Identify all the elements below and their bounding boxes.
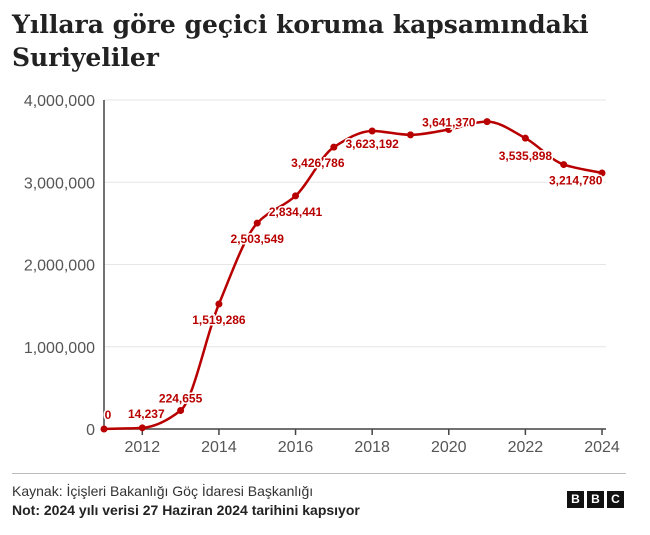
series-line xyxy=(103,120,603,431)
data-point xyxy=(598,169,606,177)
x-tick-label: 2012 xyxy=(125,439,161,456)
data-label: 3,623,192 xyxy=(345,137,399,151)
y-tick-label: 4,000,000 xyxy=(24,93,95,110)
data-point xyxy=(253,219,261,227)
x-tick-label: 2018 xyxy=(354,439,390,456)
x-tick-label: 2014 xyxy=(201,439,237,456)
data-point xyxy=(368,127,376,135)
data-label: 224,655 xyxy=(159,392,203,406)
data-point xyxy=(292,192,300,200)
line-chart: 0 1,000,000 2,000,000 3,000,000 4,000,000 201… xyxy=(24,93,620,456)
data-label: 3,535,898 xyxy=(499,149,553,163)
logo-letter: B xyxy=(567,491,584,508)
data-point xyxy=(406,131,414,139)
data-label: 3,214,780 xyxy=(549,174,603,188)
data-label: 3,641,370 xyxy=(422,115,476,129)
y-tick-label: 1,000,000 xyxy=(24,340,95,357)
data-point xyxy=(445,125,453,133)
y-tick-label: 2,000,000 xyxy=(24,258,95,275)
logo-letter: C xyxy=(607,491,624,508)
data-label: 3,426,786 xyxy=(291,156,345,170)
x-tick-label: 2020 xyxy=(431,439,467,456)
data-label: 14,237 xyxy=(128,407,165,421)
note-text: Not: 2024 yılı verisi 27 Haziran 2024 ta… xyxy=(12,502,360,518)
data-point xyxy=(521,134,529,142)
data-point xyxy=(100,425,108,433)
data-point xyxy=(483,118,491,126)
data-point xyxy=(138,424,146,432)
bbc-logo: B B C xyxy=(567,491,624,508)
chart-title: Yıllara göre geçici koruma kapsamındaki … xyxy=(12,10,589,72)
x-tick-label: 2016 xyxy=(278,439,314,456)
y-tick-label: 0 xyxy=(86,422,95,439)
data-point xyxy=(330,143,338,151)
data-point xyxy=(560,161,568,169)
data-label: 1,519,286 xyxy=(192,313,246,327)
y-tick-label: 3,000,000 xyxy=(24,175,95,192)
logo-letter: B xyxy=(587,491,604,508)
data-point xyxy=(177,407,185,415)
data-label: 2,503,549 xyxy=(231,232,285,246)
x-tick-label: 2022 xyxy=(508,439,544,456)
x-tick-label: 2024 xyxy=(584,439,620,456)
footer-divider xyxy=(12,473,626,474)
source-text: Kaynak: İçişleri Bakanlığı Göç İdaresi B… xyxy=(12,483,314,499)
data-point xyxy=(215,300,223,308)
data-label: 0 xyxy=(105,408,112,422)
data-label: 2,834,441 xyxy=(269,205,323,219)
